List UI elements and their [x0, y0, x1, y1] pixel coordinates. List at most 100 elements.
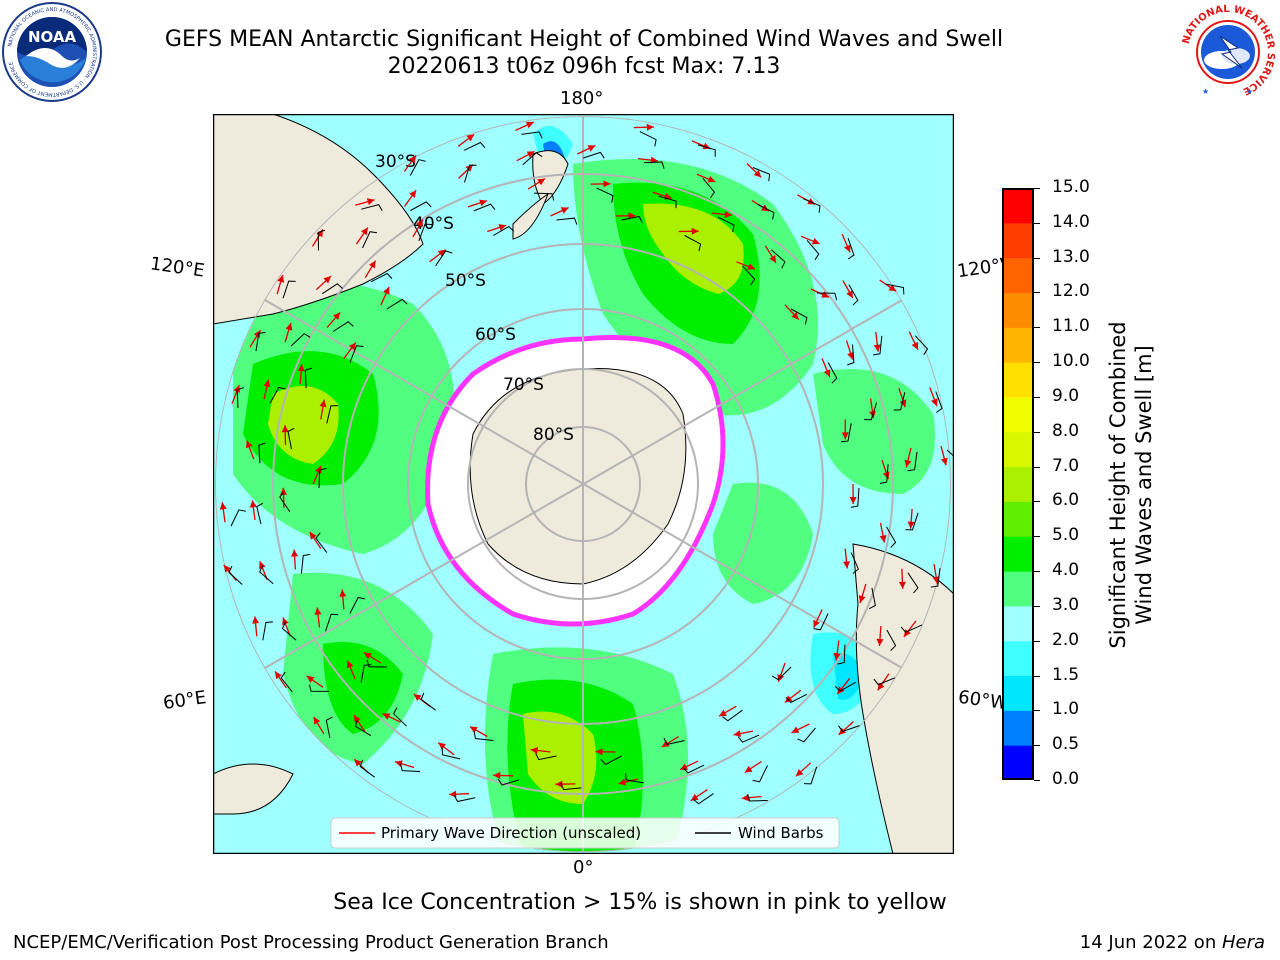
colorbar-tick-mark	[1034, 675, 1040, 677]
wind-barb	[879, 464, 889, 484]
wave-arrow-head	[361, 227, 368, 236]
colorbar-tick-label: 12.0	[1052, 281, 1090, 302]
wave-arrow-head	[382, 713, 391, 720]
colorbar-segment	[1002, 327, 1034, 363]
wind-barb	[785, 693, 808, 704]
colorbar-tick-label: 0.0	[1052, 769, 1080, 789]
wind-barb	[583, 151, 605, 159]
wind-barb	[837, 644, 846, 665]
wind-barb	[290, 333, 311, 347]
wave-arrow-head	[691, 227, 699, 235]
wave-arrow-head	[813, 619, 820, 628]
colorbar-tick-label: 0.5	[1052, 734, 1080, 755]
wind-barb	[269, 386, 286, 404]
wave-arrow-head	[437, 249, 446, 257]
colorbar-tick-label: 4.0	[1052, 560, 1080, 581]
wind-barb	[717, 216, 735, 233]
wind-barb	[893, 392, 906, 411]
wind-barb	[362, 231, 378, 249]
colorbar-tick-mark	[1034, 188, 1040, 189]
wind-barb	[658, 195, 677, 209]
wave-arrow-head	[409, 190, 417, 198]
colorbar	[1002, 188, 1034, 780]
wave-arrow-head	[888, 284, 897, 292]
colorbar-segment	[1002, 257, 1034, 293]
wind-barb	[838, 725, 860, 733]
wave-arrow-head	[498, 224, 507, 231]
footer-host: Hera	[1221, 932, 1265, 953]
wave-arrow-head	[795, 769, 804, 777]
wave-arrow-head	[366, 198, 375, 205]
wind-barb	[600, 755, 622, 766]
wind-barb	[287, 427, 295, 450]
latitude-label: 70°S	[503, 375, 544, 395]
wave-arrow-head	[348, 342, 356, 351]
wave-arrow-head	[285, 322, 293, 331]
colorbar-tick-label: 2.0	[1052, 629, 1080, 650]
colorbar-tick-mark	[1034, 327, 1040, 329]
colorbar-tick-label: 3.0	[1052, 594, 1080, 615]
wave-arrow-head	[246, 440, 253, 449]
wind-barb	[326, 405, 338, 424]
wind-barb	[643, 161, 665, 169]
wind-barb	[409, 159, 426, 176]
wave-arrow-head	[879, 535, 887, 543]
wave-arrow-head	[940, 457, 948, 466]
colorbar-label-line1: Significant Height of Combined	[1106, 321, 1130, 649]
wind-barb	[900, 624, 923, 633]
wind-barb	[262, 621, 273, 641]
wave-arrow-head	[369, 260, 376, 269]
wave-arrow-head	[438, 742, 446, 750]
colorbar-segment	[1002, 188, 1034, 224]
latitude-label: 60°S	[475, 325, 516, 345]
wave-arrow-head	[333, 312, 341, 320]
wave-arrow-head	[724, 211, 732, 218]
svg-text:★: ★	[1202, 87, 1209, 96]
colorbar-segment	[1002, 222, 1034, 259]
wave-arrow-head	[821, 291, 830, 298]
colorbar-tick-mark	[1034, 222, 1040, 224]
wave-arrow-head	[560, 207, 569, 214]
wave-arrow-head	[753, 170, 762, 178]
colorbar-tick-label: 7.0	[1052, 455, 1080, 476]
wind-barb	[300, 553, 311, 574]
wind-barb	[771, 666, 792, 681]
wave-arrow-head	[263, 379, 271, 388]
colorbar-tick-label: 6.0	[1052, 490, 1080, 511]
wind-barb	[806, 239, 820, 261]
colorbar-segment	[1002, 292, 1034, 328]
wave-arrow-head	[741, 794, 750, 802]
colorbar-tick-mark	[1034, 745, 1040, 747]
colorbar-segment	[1002, 362, 1034, 398]
footer-timestamp: 14 Jun 2022 on Hera	[1080, 932, 1265, 953]
wind-barb	[359, 759, 375, 778]
map-legend: Primary Wave Direction (unscaled) Wind B…	[330, 817, 840, 849]
colorbar-tick-label: 15.0	[1052, 177, 1090, 197]
wave-arrow-head	[363, 652, 372, 660]
wave-arrow-head	[409, 155, 417, 164]
wind-barb	[410, 201, 432, 211]
colorbar-tick-mark	[1034, 605, 1040, 607]
wave-arrow-head	[744, 765, 753, 773]
wind-barb	[771, 249, 786, 269]
wave-arrow-head	[846, 290, 853, 298]
wind-barbs-legend-label: Wind Barbs	[738, 824, 824, 842]
latitude-label: 50°S	[445, 271, 486, 291]
wind-barb	[317, 229, 326, 251]
wave-arrow-head	[843, 561, 850, 569]
wind-barb	[621, 215, 643, 224]
wind-barb	[864, 402, 878, 421]
graticule	[215, 116, 951, 852]
svg-text:★: ★	[1246, 87, 1253, 96]
wind-barb	[697, 144, 716, 157]
wind-barb	[258, 442, 266, 464]
wave-arrow-head	[314, 607, 322, 615]
wind-barb	[318, 467, 327, 489]
map-frame	[213, 114, 954, 854]
colorbar-tick-mark	[1034, 640, 1040, 642]
wind-barb	[354, 719, 372, 737]
wave-arrow-head	[903, 629, 911, 637]
wind-barb	[453, 795, 476, 803]
wave-arrow-head	[833, 652, 841, 661]
wind-barb	[847, 344, 855, 366]
